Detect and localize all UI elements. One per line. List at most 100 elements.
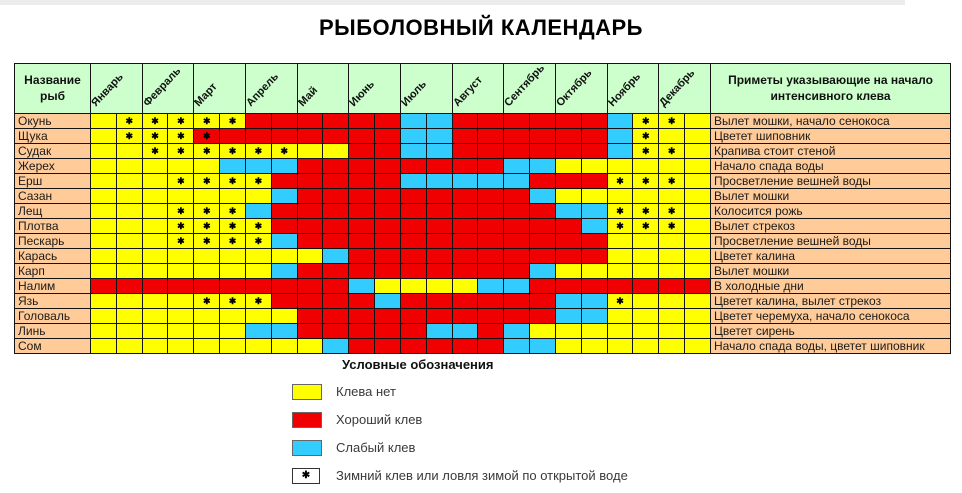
bite-cell — [633, 249, 660, 264]
bite-cell — [142, 234, 169, 249]
bite-cell: ✱ — [633, 174, 660, 189]
bite-cell — [91, 174, 117, 189]
bite-cell — [400, 234, 427, 249]
bite-cell — [375, 159, 401, 174]
bite-cell — [685, 279, 711, 294]
bite-cell — [400, 204, 427, 219]
winter-bite-asterisk-icon: ✱ — [642, 220, 650, 231]
bite-cell — [633, 234, 660, 249]
bite-sign-note: Начало спада воды, цветет шиповник — [711, 339, 951, 354]
bite-cell — [478, 219, 505, 234]
bite-cell — [168, 324, 195, 339]
bite-cell — [323, 204, 350, 219]
winter-bite-asterisk-icon: ✱ — [202, 115, 211, 126]
month-header: Май — [295, 64, 350, 114]
bite-cell — [452, 309, 479, 324]
bite-cell — [659, 249, 686, 264]
bite-cell — [375, 189, 401, 204]
bite-cell: ✱ — [659, 204, 686, 219]
bite-sign-note: Вылет мошки, начало сенокоса — [711, 114, 951, 129]
bite-cell — [323, 249, 350, 264]
bite-cell — [91, 234, 117, 249]
fish-name: Судак — [15, 144, 91, 159]
bite-cell — [297, 129, 324, 144]
bite-cell — [504, 174, 531, 189]
bite-cell — [607, 189, 634, 204]
bite-cell — [400, 264, 427, 279]
bite-cell: ✱ — [220, 294, 246, 309]
fish-name: Головаль — [15, 309, 91, 324]
bite-cell — [375, 324, 401, 339]
bite-cell — [685, 174, 711, 189]
bite-cell — [142, 279, 169, 294]
bite-cell — [555, 339, 582, 354]
bite-sign-note: Просветление вешней воды — [711, 174, 951, 189]
bite-sign-note: Вылет мошки — [711, 189, 951, 204]
bite-cell: ✱ — [659, 144, 686, 159]
bite-cell — [297, 234, 324, 249]
bite-cell — [581, 204, 608, 219]
bite-cell — [323, 264, 350, 279]
bite-cell — [142, 189, 169, 204]
month-header: Ноябрь — [605, 64, 660, 114]
bite-cell — [116, 189, 143, 204]
legend-label: Хороший клев — [336, 412, 423, 427]
month-label: Ноябрь — [605, 70, 643, 109]
bite-cell — [530, 264, 556, 279]
bite-cell — [452, 189, 479, 204]
fish-name: Карась — [15, 249, 91, 264]
bite-cell — [116, 324, 143, 339]
bite-cell — [555, 294, 582, 309]
bite-cell — [685, 144, 711, 159]
winter-bite-asterisk-icon: ✱ — [642, 115, 650, 126]
bite-cell — [426, 144, 453, 159]
bite-cell — [555, 324, 582, 339]
bite-cell — [530, 309, 556, 324]
bite-cell — [581, 249, 608, 264]
bite-cell — [349, 249, 376, 264]
bite-cell — [220, 279, 246, 294]
month-label: Май — [295, 84, 320, 109]
winter-bite-asterisk-icon: ✱ — [667, 205, 676, 216]
fish-name: Язь — [15, 294, 91, 309]
bite-cell — [452, 144, 479, 159]
bite-cell — [375, 204, 401, 219]
bite-cell — [375, 264, 401, 279]
bite-cell — [478, 129, 505, 144]
bite-cell — [400, 324, 427, 339]
bite-cell: ✱ — [659, 114, 686, 129]
bite-cell — [478, 189, 505, 204]
bite-cell — [116, 174, 143, 189]
bite-cell — [426, 174, 453, 189]
winter-bite-asterisk-icon: ✱ — [280, 145, 288, 156]
winter-bite-asterisk-icon: ✱ — [254, 145, 263, 156]
bite-cell — [426, 159, 453, 174]
month-label: Январь — [89, 70, 126, 109]
winter-bite-asterisk-icon: ✱ — [228, 205, 237, 216]
bite-cell — [91, 309, 117, 324]
bite-cell — [685, 294, 711, 309]
winter-bite-asterisk-icon: ✱ — [254, 295, 263, 306]
bite-cell — [349, 144, 376, 159]
fish-name-column-header: Название рыб — [15, 64, 91, 114]
bite-cell — [426, 219, 453, 234]
bite-cell — [349, 114, 376, 129]
bite-cell — [607, 249, 634, 264]
bite-cell — [323, 294, 350, 309]
fish-name: Жерех — [15, 159, 91, 174]
bite-cell — [375, 279, 401, 294]
bite-cell: ✱ — [220, 219, 246, 234]
bite-cell — [426, 279, 453, 294]
month-header: Август — [451, 64, 505, 114]
bite-cell — [116, 309, 143, 324]
bite-cells — [91, 324, 711, 339]
bite-cell — [426, 249, 453, 264]
bite-cell — [375, 219, 401, 234]
winter-bite-asterisk-icon: ✱ — [301, 469, 311, 481]
bite-cells: ✱ ✱ ✱ ✱ ✱ ✱ ✱ — [91, 114, 711, 129]
bite-cell — [400, 294, 427, 309]
winter-bite-asterisk-icon: ✱ — [228, 295, 237, 306]
bite-cell — [504, 324, 531, 339]
bite-cell: ✱ — [168, 114, 195, 129]
winter-bite-swatch: ✱ — [292, 467, 320, 484]
